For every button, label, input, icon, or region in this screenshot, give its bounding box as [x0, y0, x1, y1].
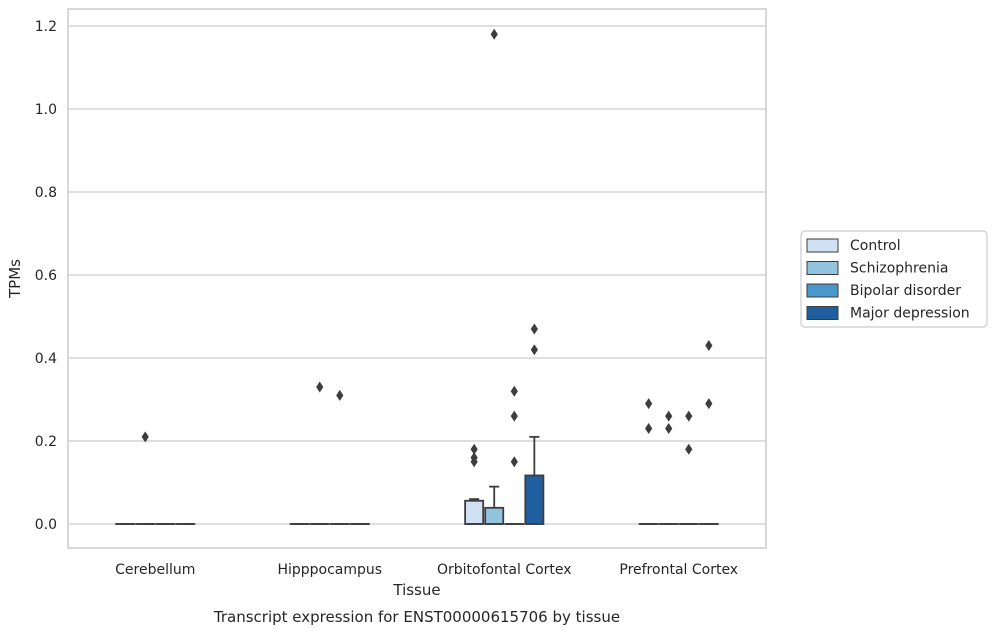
outlier-point — [510, 410, 518, 422]
outlier-point — [530, 323, 538, 335]
outlier-point — [665, 410, 673, 422]
box — [484, 506, 505, 525]
box-control — [464, 443, 485, 525]
y-axis-ticks: 0.0 0.2 0.4 0.6 0.8 1.0 1.2 — [35, 19, 57, 533]
x-tick-label: Cerebellum — [115, 562, 195, 578]
outlier-point — [141, 431, 149, 443]
box-schizophrenia — [309, 381, 330, 525]
box-bipolar-disorder — [329, 389, 350, 525]
chart-caption: Transcript expression for ENST0000061570… — [213, 608, 620, 626]
legend-label: Schizophrenia — [850, 261, 948, 277]
box-control — [638, 398, 659, 525]
outlier-point — [490, 28, 498, 40]
y-tick-label: 1.0 — [35, 102, 57, 118]
gridlines — [68, 25, 766, 525]
outlier-point — [530, 344, 538, 356]
outlier-point — [665, 423, 673, 435]
legend-frame — [800, 230, 988, 328]
box-major-depression — [524, 323, 545, 525]
x-tick-label: Orbitofontal Cortex — [437, 562, 572, 578]
outlier-point — [316, 381, 324, 393]
x-tick-label: Prefrontal Cortex — [619, 562, 738, 578]
outlier-point — [645, 423, 653, 435]
outlier-point — [705, 340, 713, 352]
box — [464, 499, 485, 525]
outlier-point — [510, 456, 518, 468]
box-bipolar-disorder — [678, 410, 699, 525]
y-tick-label: 0.0 — [35, 517, 57, 533]
box — [524, 474, 545, 525]
outlier-point — [685, 443, 693, 455]
y-tick-label: 1.2 — [35, 19, 57, 35]
plot-frame — [67, 8, 767, 549]
legend: Control Schizophrenia Bipolar disorder Majo… — [800, 230, 988, 328]
x-axis-label: Tissue — [392, 581, 440, 599]
legend-label: Bipolar disorder — [850, 283, 961, 299]
outlier-point — [510, 385, 518, 397]
legend-label: Control — [850, 238, 901, 254]
legend-label: Major depression — [850, 306, 970, 322]
outlier-point — [470, 456, 478, 468]
x-tick-label: Hipppocampus — [277, 562, 382, 578]
box-schizophrenia — [135, 431, 156, 525]
box-bipolar-disorder — [504, 385, 525, 525]
y-tick-label: 0.8 — [35, 185, 57, 201]
x-axis-ticks: Cerebellum Hipppocampus Orbitofontal Corte… — [115, 562, 738, 578]
box-schizophrenia — [658, 410, 679, 525]
outlier-point — [645, 398, 653, 410]
y-tick-label: 0.2 — [35, 434, 57, 450]
y-axis-label: TPMs — [6, 259, 24, 299]
box-major-depression — [698, 340, 719, 525]
box-schizophrenia — [484, 28, 505, 525]
y-tick-label: 0.6 — [35, 268, 57, 284]
outlier-point — [470, 443, 478, 455]
legend-swatch — [806, 261, 839, 275]
outlier-point — [685, 410, 693, 422]
legend-swatch — [806, 306, 839, 320]
y-tick-label: 0.4 — [35, 351, 57, 367]
box-plots — [115, 28, 719, 525]
outlier-point — [705, 398, 713, 410]
legend-swatch — [806, 283, 839, 298]
outlier-point — [336, 389, 344, 401]
legend-swatch — [806, 238, 839, 253]
